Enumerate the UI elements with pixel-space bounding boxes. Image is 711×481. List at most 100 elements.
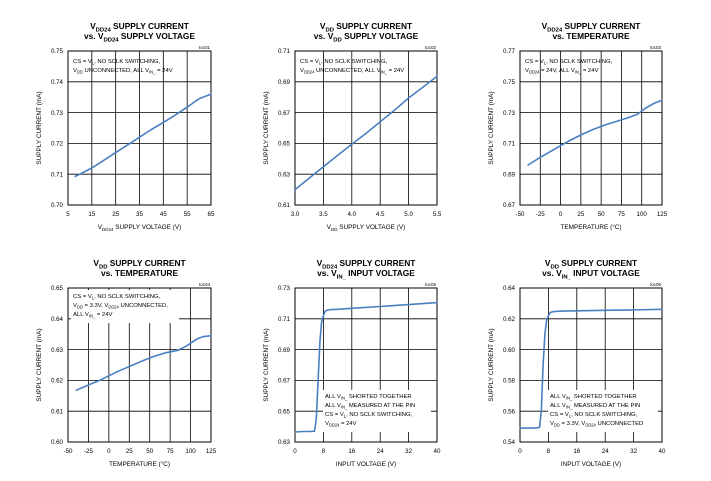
x-tick-label: 45 [160,211,167,218]
x-axis-label: INPUT VOLTAGE (V) [336,461,396,468]
y-tick-label: 0.61 [51,408,64,415]
y-tick-label: 0.63 [278,439,291,446]
y-tick-label: 0.64 [51,316,64,323]
annotation-text: VDD = 3.3V, VDD24 UNCONNECTED, [73,303,168,310]
x-tick-label: 4.5 [376,211,385,218]
y-tick-label: 0.73 [51,110,64,117]
x-tick-label: -50 [516,211,526,218]
chart-id-label: toc02 [425,45,437,50]
x-axis-label: VDD24 SUPPLY VOLTAGE (V) [98,224,182,232]
annotation-box [323,390,431,432]
annotation-box [71,290,179,323]
x-tick-label: 24 [602,448,609,455]
grid [68,51,211,205]
y-tick-label: 0.67 [278,378,291,385]
x-tick-label: 3.5 [319,211,328,218]
plot-frame [67,50,212,206]
annotation-text: ALL VIN_ MEASURED AT THE PIN [550,403,640,410]
x-tick-label: 8 [547,448,551,455]
x-tick-label: 50 [146,448,153,455]
y-tick-label: 0.63 [278,171,291,178]
annotation-text: VDD24 UNCONNECTED, ALL VIN_ = 24V [300,68,404,75]
chart-title: VDD24 SUPPLY CURRENT [542,21,642,33]
series-line [519,308,663,429]
x-axis-label: VDD SUPPLY VOLTAGE (V) [327,224,405,232]
x-tick-label: 40 [434,448,441,455]
annotation-text: CS = VL, NO SCLK SWITCHING, [325,412,413,419]
x-tick-label: 5 [66,211,70,218]
annotation-text: VDD24 = 24V [325,421,357,428]
series-line [294,75,438,191]
series-line [75,334,212,392]
y-tick-label: 0.58 [503,378,516,385]
x-tick-label: 25 [577,211,584,218]
x-tick-label: 75 [167,448,174,455]
annotation-text: CS = VL, NO SCLK SWITCHING, [300,59,388,66]
y-tick-label: 0.75 [503,79,516,86]
grid [295,51,437,205]
y-tick-label: 0.71 [503,141,516,148]
annotation-text: VDD UNCONNECTED, ALL VIN_ = 24V [73,68,173,75]
y-tick-label: 0.71 [278,48,291,55]
y-tick-label: 0.75 [51,48,64,55]
y-tick-label: 0.71 [278,316,291,323]
annotation-text: VDD = 3.3V, VDD24 UNCONNECTED [550,421,643,428]
y-tick-label: 0.54 [503,439,516,446]
x-tick-label: -25 [84,448,94,455]
x-axis-label: INPUT VOLTAGE (V) [561,461,621,468]
y-tick-label: 0.70 [51,202,64,209]
y-tick-label: 0.74 [51,79,64,86]
x-tick-label: 125 [657,211,668,218]
plot-frame [294,50,438,206]
x-tick-label: 0 [293,448,297,455]
y-axis-label: SUPPLY CURRENT (mA) [263,328,270,401]
x-axis-label: TEMPERATURE (°C) [109,460,170,468]
x-tick-label: 0 [559,211,563,218]
grid [520,51,662,205]
chart-title: vs. VIN_ INPUT VOLTAGE [542,268,640,280]
x-tick-label: 32 [630,448,637,455]
x-tick-label: -50 [64,448,74,455]
annotation-text: VDD24 = 24V, ALL VIN_ = 24V [525,68,598,75]
y-tick-label: 0.56 [503,408,516,415]
y-axis-label: SUPPLY CURRENT (mA) [36,328,43,401]
y-tick-label: 0.69 [503,171,516,178]
annotation-text: CS = VL, NO SCLK SWITCHING, [550,412,638,419]
x-tick-label: 75 [618,211,625,218]
chart-title: vs. VDD24 SUPPLY VOLTAGE [84,31,196,43]
chart-title: VDD SUPPLY CURRENT [93,258,186,270]
chart-title: vs. VDD SUPPLY VOLTAGE [314,31,419,43]
x-tick-label: 16 [573,448,580,455]
x-tick-label: 100 [637,211,648,218]
y-tick-label: 0.65 [278,141,291,148]
x-tick-label: 25 [126,448,133,455]
y-tick-label: 0.73 [278,285,291,292]
chart-id-label: toc06 [650,282,662,287]
y-tick-label: 0.60 [503,347,516,354]
annotation-text: ALL VIN_ = 24V [73,312,112,319]
chart-title: vs. TEMPERATURE [552,31,630,41]
x-tick-label: 8 [322,448,326,455]
y-tick-label: 0.73 [503,110,516,117]
annotation-text: CS = VL, NO SCLK SWITCHING, [73,59,161,66]
series-line [527,99,663,166]
x-tick-label: 16 [348,448,355,455]
x-tick-label: 0 [107,448,111,455]
x-tick-label: 100 [185,448,196,455]
series-line [294,301,438,433]
annotation-text: ALL VIN_ SHORTED TOGETHER [325,394,412,401]
y-tick-label: 0.64 [503,285,516,292]
y-tick-label: 0.69 [278,347,291,354]
x-tick-label: 0 [518,448,522,455]
x-tick-label: 65 [208,211,215,218]
y-tick-label: 0.61 [278,202,291,209]
y-tick-label: 0.69 [278,79,291,86]
plot-frame [519,50,663,206]
x-tick-label: -25 [536,211,546,218]
chart-id-label: toc05 [425,282,437,287]
y-axis-label: SUPPLY CURRENT (mA) [263,91,270,164]
